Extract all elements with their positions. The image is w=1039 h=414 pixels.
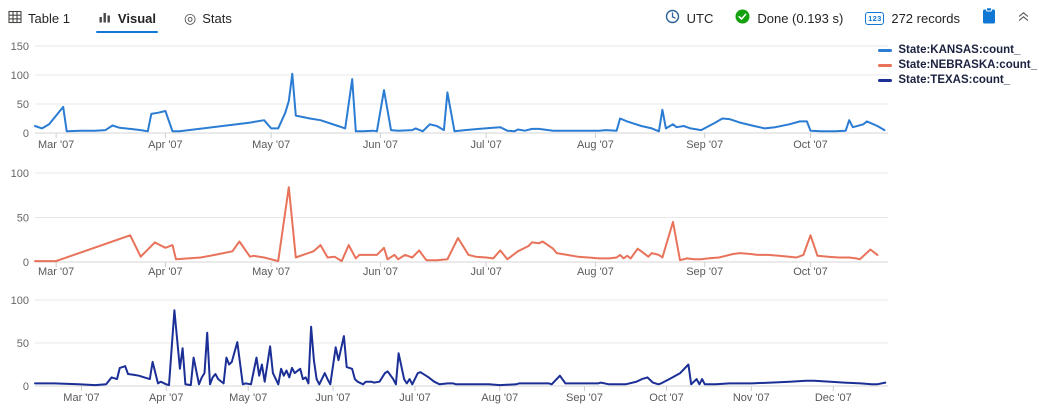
legend-label: State:KANSAS:count_ — [898, 44, 1021, 56]
tab-label: Visual — [117, 10, 156, 26]
query-status-text: Done (0.193 s) — [757, 10, 844, 26]
x-axis-tick-label: Apr '07 — [148, 139, 183, 151]
x-axis-tick-label: Dec '07 — [815, 392, 852, 404]
record-count-text: 272 records — [891, 10, 960, 26]
x-axis-tick-label: May '07 — [252, 139, 290, 151]
x-axis-tick-label: Mar '07 — [63, 392, 99, 404]
x-axis-tick-label: Oct '07 — [793, 266, 828, 278]
x-axis-tick-label: Oct '07 — [793, 139, 828, 151]
clipboard-icon — [982, 7, 996, 29]
active-tab-underline — [95, 30, 158, 33]
y-axis-tick-label: 50 — [17, 338, 29, 350]
collapse-pane-button[interactable] — [1018, 9, 1029, 27]
x-axis-tick-label: Sep '07 — [686, 266, 723, 278]
x-axis-tick-label: Jun '07 — [363, 139, 398, 151]
y-axis-tick-label: 150 — [11, 41, 29, 53]
tab-table-1[interactable]: Table 1 — [8, 0, 70, 36]
x-axis-tick-label: Apr '07 — [148, 266, 183, 278]
nebraska-series-swatch — [878, 63, 893, 67]
results-toolbar: Table 1 Visual ◎ Stats UTC Done (0.1 — [0, 0, 1039, 36]
texas-series-swatch — [878, 78, 893, 82]
kansas-timechart: 0 50 100 150 Mar '07 Apr '07 May '07 Jun '07 Jul… — [11, 41, 888, 151]
y-axis-tick-label: 100 — [11, 70, 29, 82]
x-axis-tick-label: Nov '07 — [733, 392, 770, 404]
copy-results-button[interactable] — [982, 7, 996, 29]
nebraska-timechart: 0 50 100 Mar '07 Apr '07 May '07 Jun '07 Jul '0… — [11, 168, 888, 278]
legend-label: State:NEBRASKA:count_ — [898, 59, 1037, 71]
y-axis-tick-label: 100 — [11, 295, 29, 307]
x-axis-tick-label: Jun '07 — [363, 266, 398, 278]
tab-label: Table 1 — [28, 10, 70, 26]
chart-legend: State:KANSAS:count_ State:NEBRASKA:count… — [878, 44, 1037, 86]
x-axis-tick-label: Mar '07 — [38, 139, 74, 151]
legend-item-nebraska[interactable]: State:NEBRASKA:count_ — [878, 59, 1037, 71]
y-axis-tick-label: 0 — [23, 128, 29, 140]
x-axis-tick-label: Oct '07 — [649, 392, 684, 404]
y-axis-tick-label: 50 — [17, 99, 29, 111]
y-axis-tick-label: 100 — [11, 168, 29, 180]
x-axis-tick-label: May '07 — [229, 392, 267, 404]
x-axis-tick-label: Apr '07 — [149, 392, 184, 404]
texas-series-line — [34, 309, 887, 387]
double-chevron-up-icon — [1018, 9, 1029, 27]
query-status: Done (0.193 s) — [735, 9, 843, 27]
x-axis-tick-label: Sep '07 — [686, 139, 723, 151]
x-axis-tick-label: Aug '07 — [577, 266, 614, 278]
toolbar-status-group: UTC Done (0.193 s) 123 272 records — [665, 7, 1029, 29]
bar-chart-icon — [98, 10, 112, 26]
legend-item-texas[interactable]: State:TEXAS:count_ — [878, 74, 1037, 86]
record-count: 123 272 records — [865, 11, 960, 26]
records-count-icon: 123 — [865, 11, 885, 25]
chart-area: 0 50 100 150 Mar '07 Apr '07 May '07 Jun '07 Jul… — [0, 36, 892, 414]
results-tabs: Table 1 Visual ◎ Stats — [8, 0, 232, 36]
y-axis-tick-label: 0 — [23, 381, 29, 393]
visual-results-pane: 0 50 100 150 Mar '07 Apr '07 May '07 Jun '07 Jul… — [0, 36, 1039, 414]
x-axis-tick-label: Aug '07 — [577, 139, 614, 151]
texas-timechart: 0 50 100 Mar '07 Apr '07 May '07 Jun '07 Jul '0… — [11, 295, 888, 404]
x-axis-tick-label: Mar '07 — [38, 266, 74, 278]
stats-icon: ◎ — [183, 10, 197, 26]
x-axis-tick-label: Jul '07 — [470, 266, 501, 278]
kansas-series-swatch — [878, 48, 893, 52]
x-axis-tick-label: Jul '07 — [470, 139, 501, 151]
y-axis-tick-label: 50 — [17, 213, 29, 225]
success-check-icon — [735, 9, 750, 27]
clock-icon — [665, 9, 680, 27]
x-axis-tick-label: Sep '07 — [566, 392, 603, 404]
y-axis-tick-label: 0 — [23, 257, 29, 269]
timezone-label: UTC — [686, 10, 714, 26]
tab-visual[interactable]: Visual — [95, 0, 158, 36]
kansas-series-line — [34, 72, 886, 133]
nebraska-series-line — [34, 186, 879, 263]
tab-label: Stats — [202, 10, 232, 26]
table-icon — [8, 10, 22, 26]
x-axis-tick-label: May '07 — [252, 266, 290, 278]
timezone-button[interactable]: UTC — [665, 9, 714, 27]
tab-stats[interactable]: ◎ Stats — [184, 0, 232, 36]
legend-label: State:TEXAS:count_ — [898, 74, 1011, 86]
legend-item-kansas[interactable]: State:KANSAS:count_ — [878, 44, 1037, 56]
x-axis-tick-label: Aug '07 — [481, 392, 518, 404]
x-axis-tick-label: Jul '07 — [399, 392, 430, 404]
x-axis-tick-label: Jun '07 — [315, 392, 350, 404]
